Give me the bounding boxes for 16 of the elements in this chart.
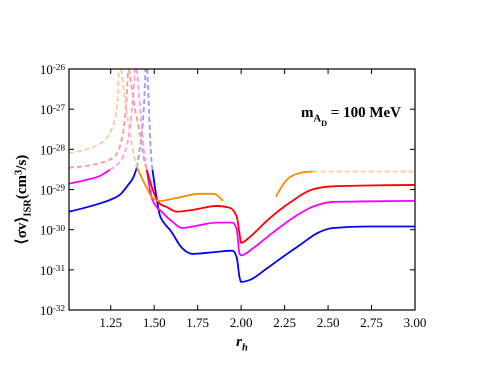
y-tick-label: 10$^{-29}$: [40, 182, 66, 198]
y-tick-label: 10$^{-26}$: [40, 62, 66, 77]
x-tick-label: 2.25: [273, 315, 296, 330]
x-tick-label: 3.00: [404, 315, 426, 330]
x-tick-label: 2.50: [316, 315, 340, 330]
y-tick-label: 10$^{-27}$: [40, 102, 66, 118]
y-tick-label: 10$^{-30}$: [40, 222, 66, 238]
x-tick-label: 2.00: [230, 315, 253, 330]
x-axis-title: r$_{h}$: [236, 334, 248, 354]
y-tick-label: 10$^{-28}$: [40, 142, 66, 158]
x-tick-label: 1.50: [142, 315, 166, 330]
x-tick-label: 1.75: [186, 315, 210, 330]
x-tick-label: 2.75: [360, 315, 383, 330]
y-tick-label: 10$^{-32}$: [40, 303, 66, 318]
y-tick-label: 10$^{-31}$: [40, 262, 65, 278]
x-tick-label: 1.25: [99, 315, 122, 330]
